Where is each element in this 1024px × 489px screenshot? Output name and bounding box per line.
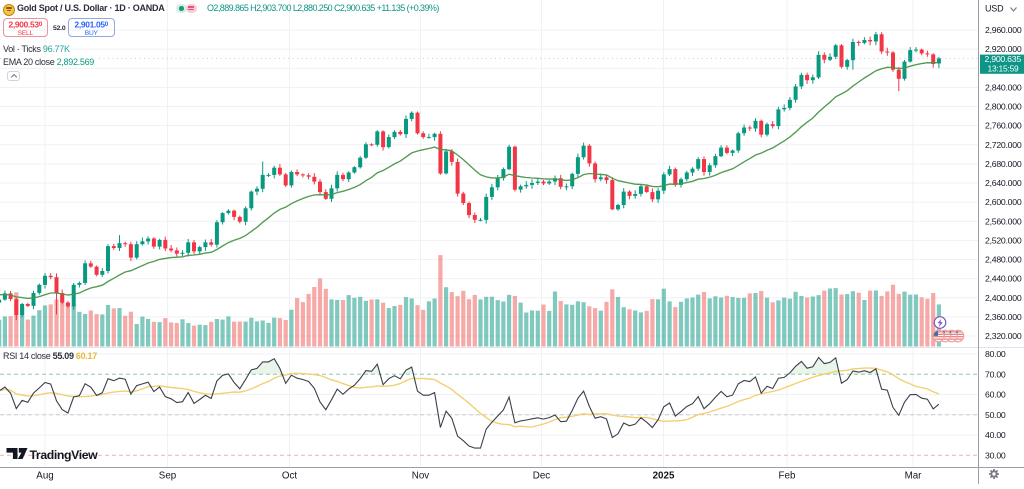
svg-text:2,900.635: 2,900.635 <box>985 54 1022 64</box>
svg-text:Dec: Dec <box>533 471 551 482</box>
svg-text:2,840.000: 2,840.000 <box>985 83 1022 93</box>
svg-text:2,480.000: 2,480.000 <box>985 255 1022 265</box>
svg-text:2,360.000: 2,360.000 <box>985 312 1022 322</box>
svg-text:40.00: 40.00 <box>985 430 1006 440</box>
svg-text:2,400.000: 2,400.000 <box>985 293 1022 303</box>
svg-text:2,520.000: 2,520.000 <box>985 236 1022 246</box>
svg-text:2,640.000: 2,640.000 <box>985 178 1022 188</box>
svg-text:TradingView: TradingView <box>30 448 99 462</box>
svg-text:USD: USD <box>985 4 1004 14</box>
svg-text:2,800.000: 2,800.000 <box>985 102 1022 112</box>
svg-text:2025: 2025 <box>653 471 675 482</box>
svg-text:2,680.000: 2,680.000 <box>985 159 1022 169</box>
svg-text:80.00: 80.00 <box>985 349 1006 359</box>
svg-text:Aug: Aug <box>36 471 53 482</box>
svg-text:Feb: Feb <box>779 471 796 482</box>
svg-text:13:15:59: 13:15:59 <box>988 63 1020 73</box>
svg-text:2,320.000: 2,320.000 <box>985 331 1022 341</box>
svg-text:50.00: 50.00 <box>985 410 1006 420</box>
svg-text:60.00: 60.00 <box>985 390 1006 400</box>
svg-text:Sep: Sep <box>159 471 177 482</box>
svg-text:2,600.000: 2,600.000 <box>985 197 1022 207</box>
svg-text:2,560.000: 2,560.000 <box>985 216 1022 226</box>
svg-text:2,440.000: 2,440.000 <box>985 274 1022 284</box>
svg-text:70.00: 70.00 <box>985 369 1006 379</box>
svg-text:2,960.000: 2,960.000 <box>985 25 1022 35</box>
svg-text:30.00: 30.00 <box>985 450 1006 460</box>
svg-text:Nov: Nov <box>412 471 430 482</box>
svg-text:2,720.000: 2,720.000 <box>985 140 1022 150</box>
svg-text:Mar: Mar <box>905 471 923 482</box>
svg-text:Oct: Oct <box>282 471 298 482</box>
svg-text:2,760.000: 2,760.000 <box>985 121 1022 131</box>
svg-text:2,920.000: 2,920.000 <box>985 44 1022 54</box>
